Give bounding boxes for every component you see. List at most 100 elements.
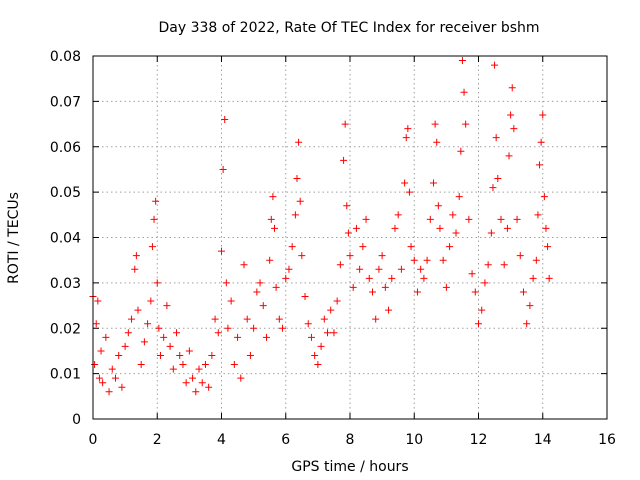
y-tick-label: 0.02 [50,321,81,337]
axis-ticks [92,55,608,420]
data-point [279,324,287,332]
y-tick-label: 0.04 [50,231,81,247]
data-point [163,302,171,310]
data-point [131,265,139,273]
data-point [529,274,537,282]
data-point [185,347,193,355]
data-point [513,215,521,223]
data-point [352,224,360,232]
data-point [539,111,547,119]
data-point [250,324,258,332]
y-tick-label: 0.03 [50,276,81,292]
data-point [218,247,225,255]
data-point [105,388,113,396]
data-point [475,320,482,328]
data-point [317,342,325,350]
data-point [503,224,511,232]
data-point [320,315,328,323]
data-point [508,84,516,92]
x-tick-label: 6 [281,432,290,448]
data-point [545,274,553,282]
data-point [402,134,410,142]
x-tick-label: 14 [534,432,552,448]
data-point [492,134,500,142]
data-point [262,333,270,341]
data-point [346,252,354,260]
data-point [271,224,279,232]
data-point [540,193,548,201]
data-point [500,261,508,269]
data-point [155,324,163,332]
data-point [94,297,102,305]
data-point [144,320,152,328]
data-point [148,243,156,251]
data-point [457,147,465,155]
data-point [243,315,251,323]
data-point [388,274,396,282]
data-point [494,175,502,183]
y-axis-label: ROTI / TECUs [6,192,22,284]
data-point [147,297,155,305]
data-point [404,125,412,133]
data-point [234,333,242,341]
y-tick-label: 0 [72,412,81,428]
data-point [256,279,264,287]
data-point [219,165,227,173]
x-tick-label: 0 [89,432,98,448]
data-point [359,243,367,251]
data-point [526,302,534,310]
data-point [516,252,524,260]
data-point [507,111,515,119]
data-point [314,361,322,369]
data-point [405,188,413,196]
data-point [423,256,431,264]
x-axis-label: GPS time / hours [291,459,408,475]
data-point [150,215,158,223]
y-tick-labels: 0 0.01 0.02 0.03 0.04 0.05 0.06 0.07 0.08 [50,49,81,428]
data-point [324,329,332,337]
data-points [89,57,553,396]
data-point [340,156,348,164]
data-point [221,116,229,124]
data-point [179,361,187,369]
data-point [195,365,203,373]
data-point [111,374,119,382]
data-point [137,361,145,369]
y-tick-label: 0.05 [50,185,81,201]
data-point [378,252,386,260]
data-point [471,288,479,296]
data-point [497,215,505,223]
data-point [532,256,540,264]
data-point [341,120,349,128]
data-point [301,292,309,300]
data-point [102,333,110,341]
data-point [108,365,116,373]
data-point [91,361,99,369]
data-point [214,329,222,337]
data-point [431,120,439,128]
data-point [296,197,304,205]
data-point [401,179,409,187]
data-point [311,351,319,359]
data-point [510,125,518,133]
data-point [478,306,486,314]
data-point [95,374,103,382]
data-point [118,383,126,391]
data-point [420,274,428,282]
data-point [198,379,206,387]
data-point [391,224,399,232]
data-point [536,161,544,169]
data-point [458,57,466,65]
data-point [269,193,277,201]
data-point [439,256,447,264]
data-point [128,315,136,323]
data-point [460,88,468,96]
data-point [544,243,552,251]
data-point [436,224,444,232]
data-point [211,315,219,323]
data-point [222,279,230,287]
data-point [449,211,457,219]
data-point [356,265,364,273]
data-point [230,361,238,369]
data-point [519,288,527,296]
